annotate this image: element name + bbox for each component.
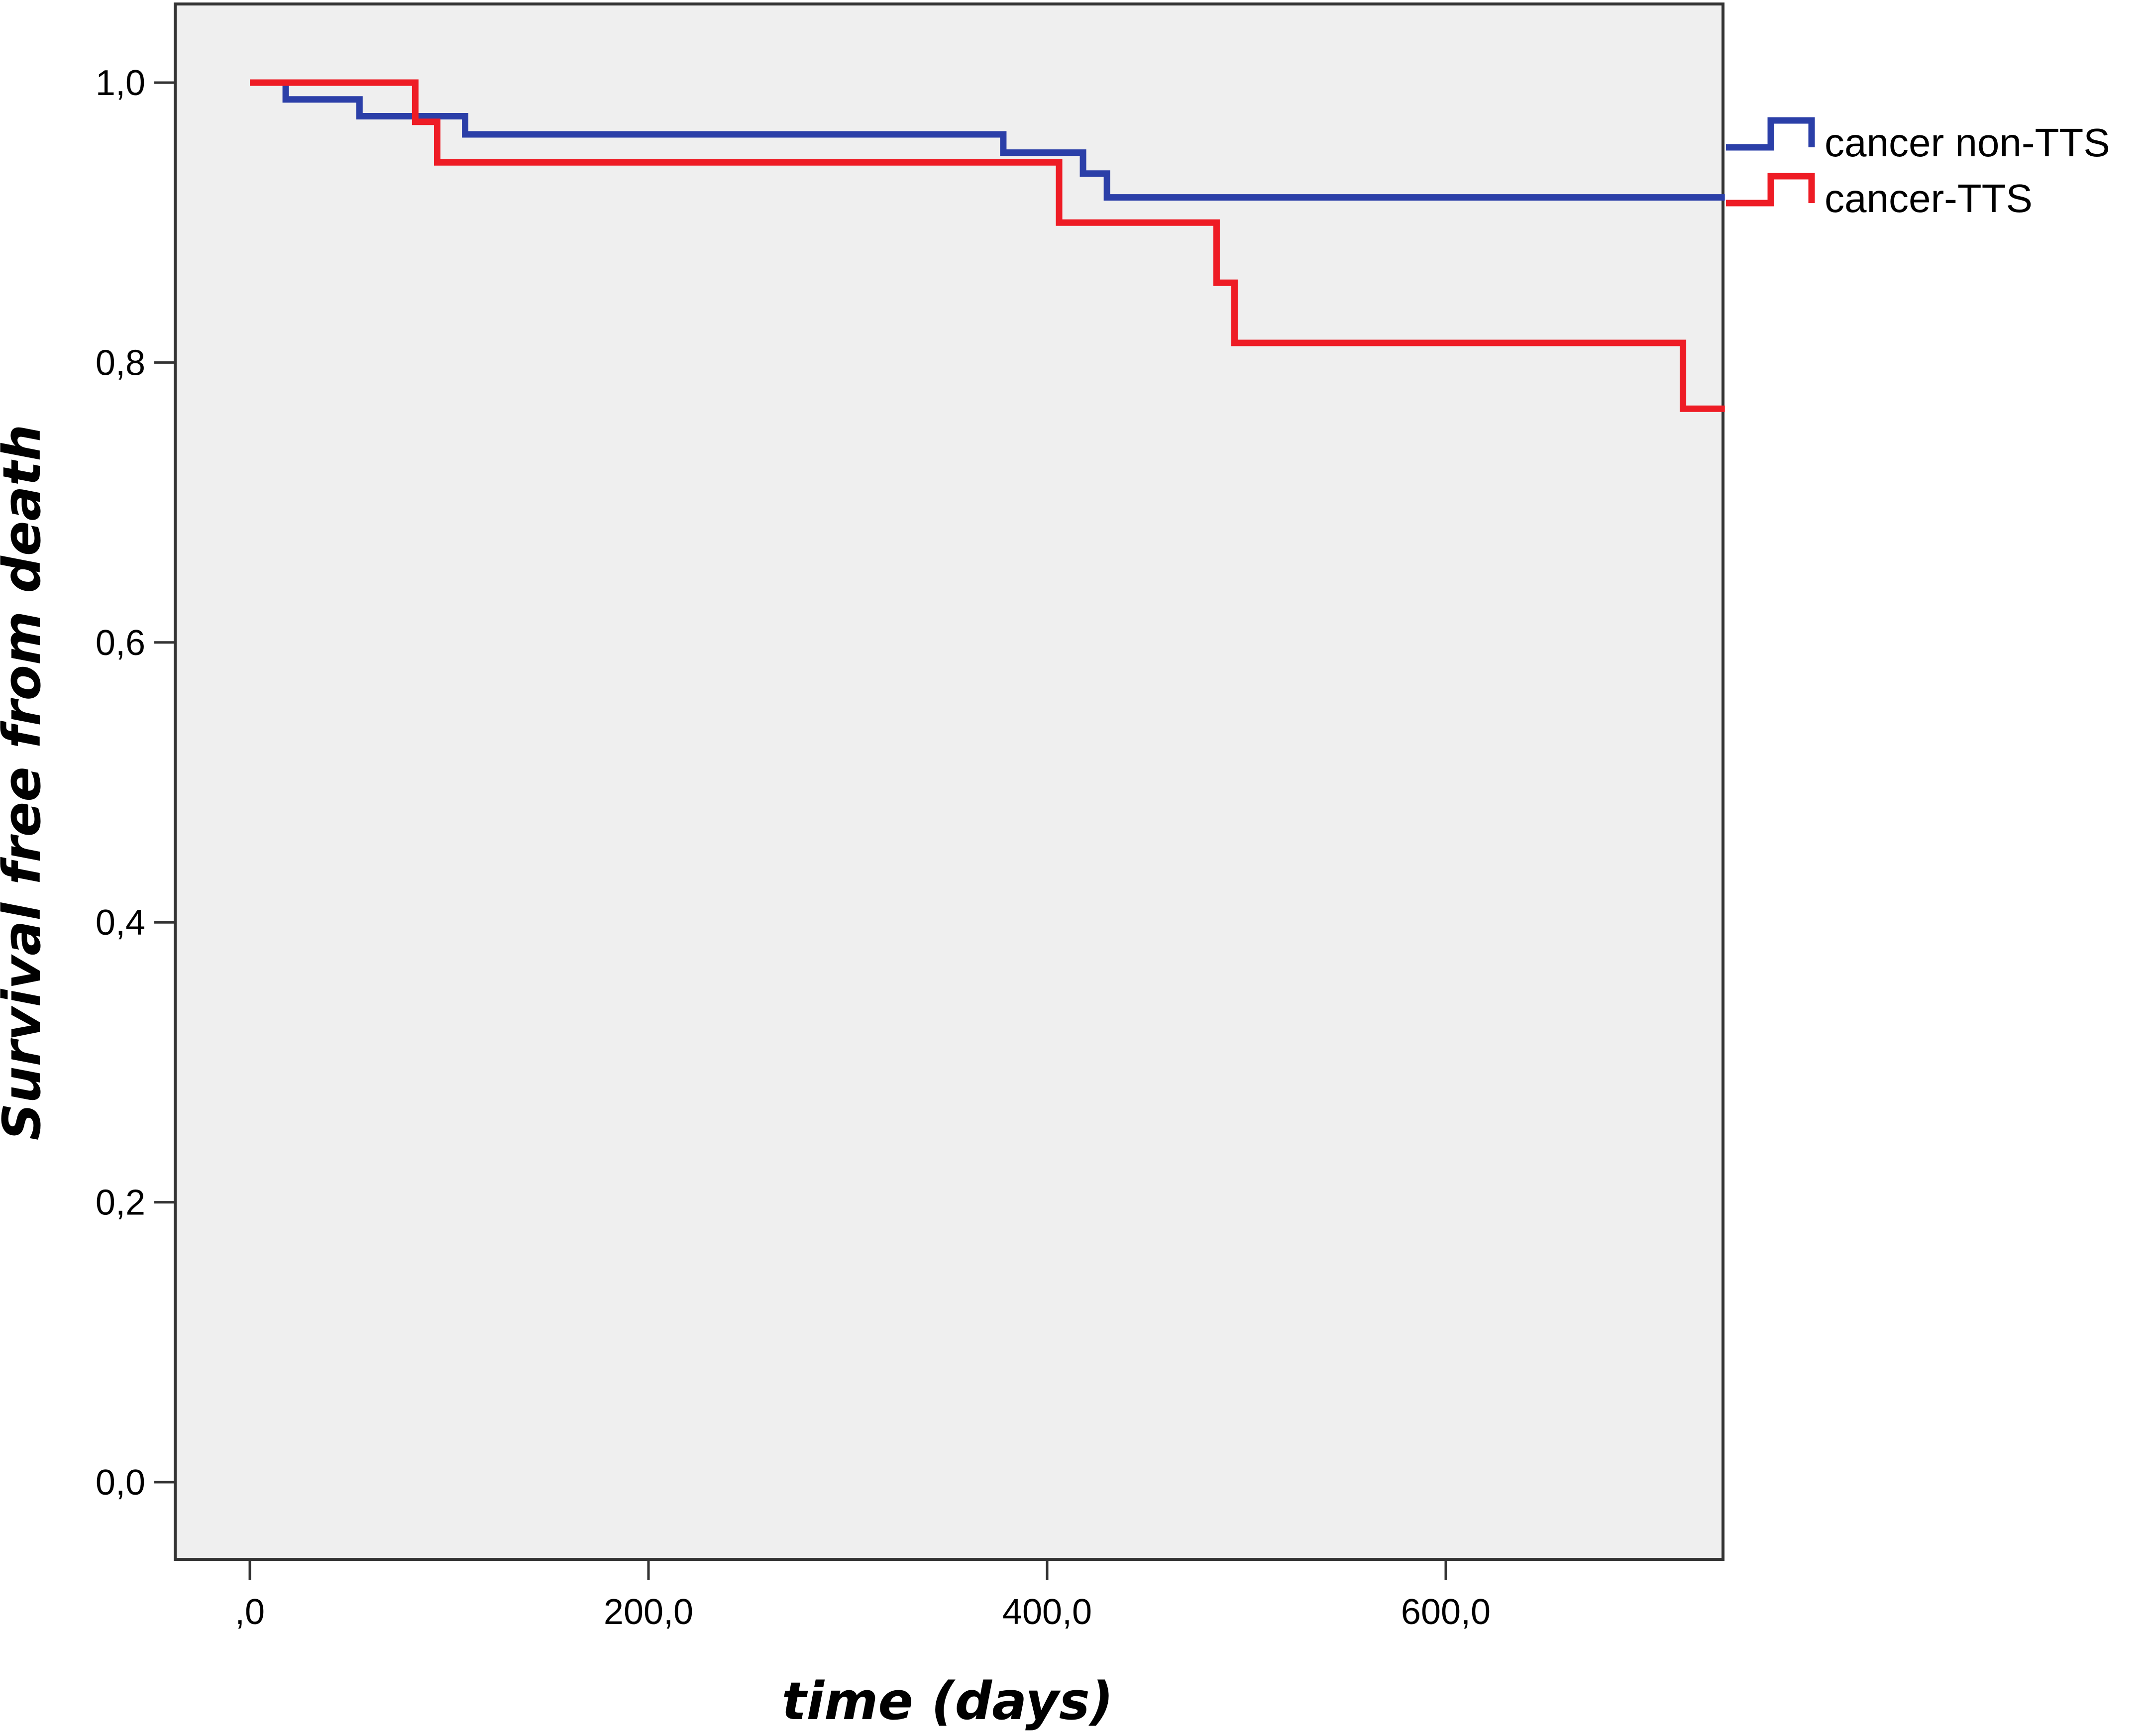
y-tick-label: 0,0: [96, 1463, 145, 1503]
series-layer: [250, 79, 1725, 412]
legend-label: cancer non-TTS: [1825, 120, 2110, 165]
y-tick-label: 0,6: [96, 623, 145, 663]
legend-swatch: [1726, 173, 1815, 207]
x-axis: ,0 200,0 400,0 600,0: [235, 1559, 1491, 1632]
y-tick-label: 0,4: [96, 903, 145, 943]
x-tick-label: ,0: [235, 1592, 265, 1632]
plot-background: [174, 2, 1724, 1561]
x-axis-title: time (days): [782, 1671, 1114, 1732]
x-tick-label: 200,0: [604, 1592, 693, 1632]
legend: cancer non-TTS cancer-TTS: [1726, 117, 2110, 220]
series-line: [250, 79, 1725, 412]
legend-label: cancer-TTS: [1825, 176, 2033, 220]
y-tick-label: 0,2: [96, 1183, 145, 1223]
x-tick-label: 600,0: [1401, 1592, 1491, 1632]
legend-swatch: [1726, 117, 1815, 151]
y-tick-label: 0,8: [96, 343, 145, 383]
y-axis: 0,0 0,2 0,4 0,6 0,8 1,0: [96, 63, 175, 1503]
x-tick-label: 400,0: [1002, 1592, 1092, 1632]
y-axis-title: Survival free from death: [0, 425, 52, 1141]
series-line: [250, 79, 1725, 201]
y-tick-label: 1,0: [96, 63, 145, 103]
